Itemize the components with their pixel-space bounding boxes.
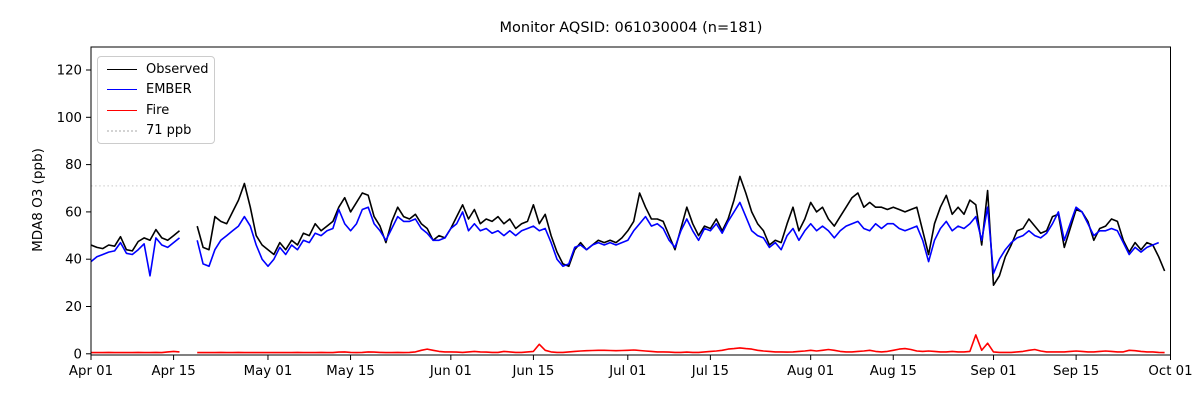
legend-label-fire: Fire — [146, 102, 170, 118]
y-tick-label: 120 — [57, 64, 82, 79]
x-tick-label: Jun 15 — [511, 364, 554, 379]
y-axis-label: MDA8 O3 (ppb) — [30, 148, 46, 252]
x-tick-label: Jun 01 — [429, 364, 472, 379]
x-tick-label: Apr 15 — [152, 364, 196, 379]
legend-item-observed: Observed — [107, 59, 214, 79]
plot-border — [90, 46, 1171, 356]
x-tick-label: Apr 01 — [69, 364, 113, 379]
series-observed-line — [196, 175, 1166, 287]
x-tick-label: Jul 01 — [608, 364, 646, 379]
legend-label-threshold: 71 ppb — [146, 123, 192, 139]
series-fire-line — [197, 334, 1165, 354]
ember-line-sample-icon — [107, 89, 137, 91]
legend-item-fire: Fire — [107, 100, 214, 120]
series-ember-line — [90, 237, 180, 277]
legend-item-threshold: 71 ppb — [107, 121, 214, 141]
observed-line-sample-icon — [107, 68, 137, 70]
legend-label-ember: EMBER — [146, 82, 192, 98]
y-tick-label: 40 — [65, 253, 82, 268]
x-tick-label: Aug 15 — [870, 364, 917, 379]
x-tick-label: May 01 — [244, 364, 293, 379]
x-tick-label: Oct 01 — [1148, 364, 1192, 379]
x-tick-label: Sep 15 — [1053, 364, 1099, 379]
y-tick-label: 60 — [65, 205, 82, 220]
x-tick-label: Sep 01 — [970, 364, 1016, 379]
legend: Observed EMBER Fire 71 ppb — [97, 56, 215, 144]
series-fire-line — [91, 350, 180, 354]
legend-label-observed: Observed — [146, 61, 209, 77]
x-tick-label: May 15 — [326, 364, 375, 379]
fire-line-sample-icon — [107, 109, 137, 111]
chart-title: Monitor AQSID: 061030004 (n=181) — [499, 20, 763, 36]
x-tick-label: Aug 01 — [787, 364, 834, 379]
series-ember-line — [196, 201, 1160, 275]
series-observed-line — [90, 228, 181, 252]
y-tick-label: 20 — [65, 300, 82, 315]
y-tick-label: 80 — [65, 158, 82, 173]
y-tick-label: 0 — [74, 347, 82, 362]
x-tick-label: Jul 15 — [691, 364, 729, 379]
threshold-line-sample-icon — [107, 129, 137, 132]
legend-item-ember: EMBER — [107, 80, 214, 100]
y-tick-label: 100 — [57, 111, 82, 126]
